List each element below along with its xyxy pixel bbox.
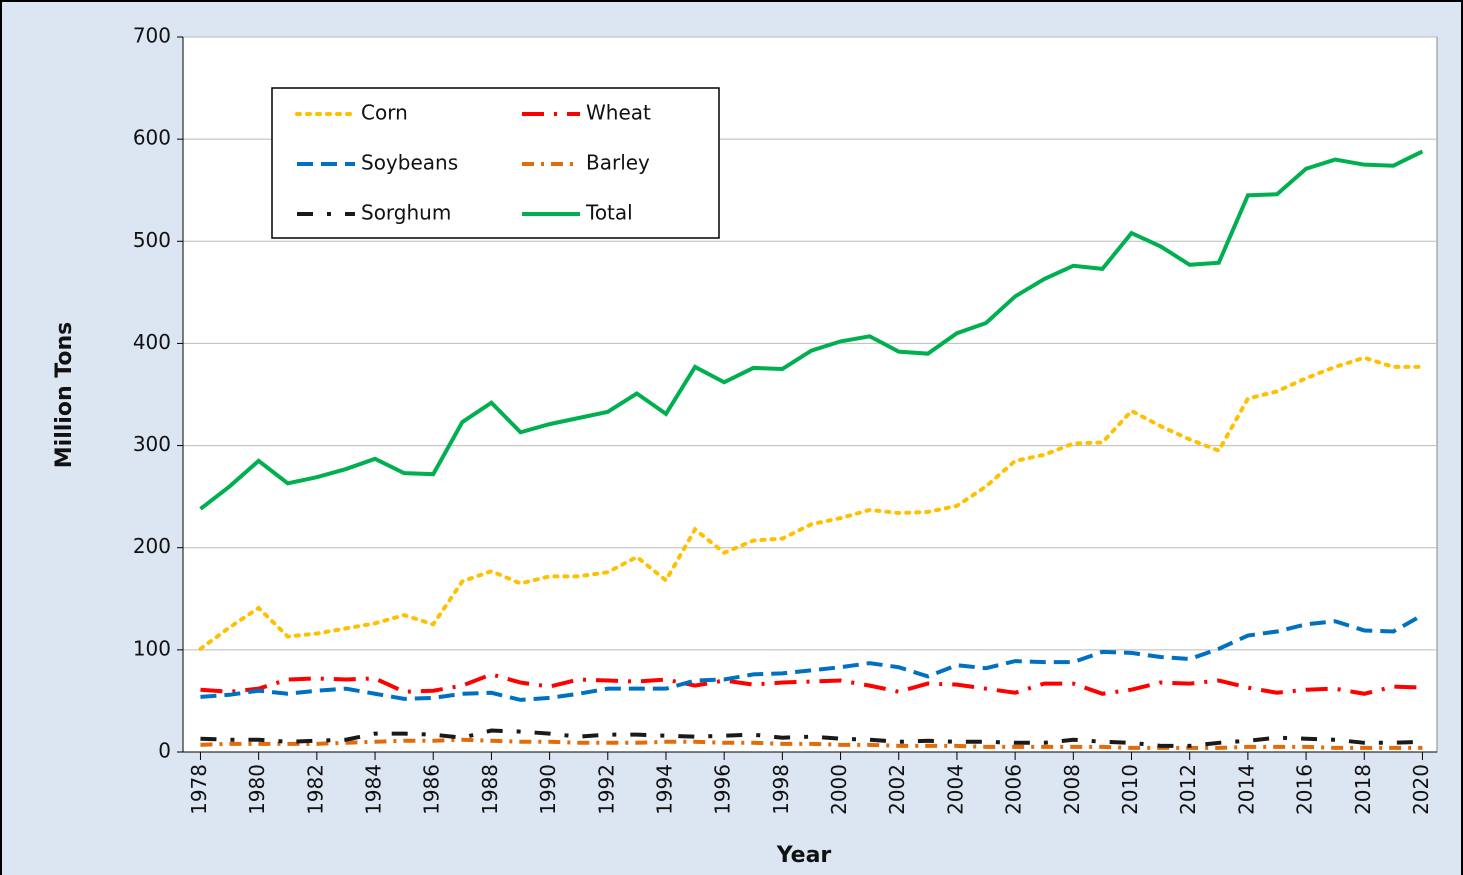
y-axis-label: Million Tons	[52, 322, 77, 468]
series-line	[200, 672, 1423, 696]
x-tick-label: 1980	[245, 764, 269, 815]
y-tick-label: 100	[133, 636, 171, 660]
y-tick-label: 500	[133, 228, 171, 252]
legend-label: Soybeans	[361, 151, 458, 175]
x-tick-label: 2018	[1351, 764, 1375, 815]
y-tick-label: 600	[133, 126, 171, 150]
x-tick-label: 1978	[187, 764, 211, 815]
legend-label: Corn	[361, 101, 408, 125]
x-tick-label: 2016	[1293, 764, 1317, 815]
x-tick-label: 1986	[420, 764, 444, 815]
y-tick-label: 400	[133, 330, 171, 354]
x-tick-label: 1984	[362, 764, 386, 815]
x-tick-label: 2006	[1002, 764, 1026, 815]
x-tick-label: 1994	[652, 764, 676, 815]
x-tick-label: 2002	[885, 764, 909, 815]
x-tick-label: 2010	[1118, 764, 1142, 815]
series-line	[198, 355, 1425, 651]
legend	[271, 87, 720, 239]
x-tick-label: 2004	[943, 764, 967, 815]
x-tick-label: 1988	[478, 764, 502, 815]
y-tick-label: 0	[158, 739, 171, 763]
y-tick-label: 200	[133, 534, 171, 558]
series-line	[200, 737, 1423, 750]
x-tick-label: 1992	[594, 764, 618, 815]
x-tick-label: 2008	[1060, 764, 1084, 815]
x-tick-label: 2000	[827, 764, 851, 815]
y-tick-label: 700	[133, 24, 171, 48]
x-tick-label: 1996	[711, 764, 735, 815]
series-line	[200, 613, 1424, 702]
x-tick-label: 2014	[1234, 764, 1258, 815]
legend-label: Total	[585, 201, 633, 225]
x-tick-label: 1990	[536, 764, 560, 815]
x-tick-label: 1998	[769, 764, 793, 815]
legend-label: Wheat	[586, 101, 651, 125]
legend-label: Barley	[586, 151, 650, 175]
y-tick-label: 300	[133, 432, 171, 456]
x-tick-label: 1982	[303, 764, 327, 815]
x-tick-label: 2020	[1409, 764, 1433, 815]
legend-label: Sorghum	[361, 201, 451, 225]
series-line	[200, 728, 1423, 748]
x-tick-label: 2012	[1176, 764, 1200, 815]
x-axis-label: Year	[776, 843, 832, 868]
series-line	[199, 149, 1424, 511]
